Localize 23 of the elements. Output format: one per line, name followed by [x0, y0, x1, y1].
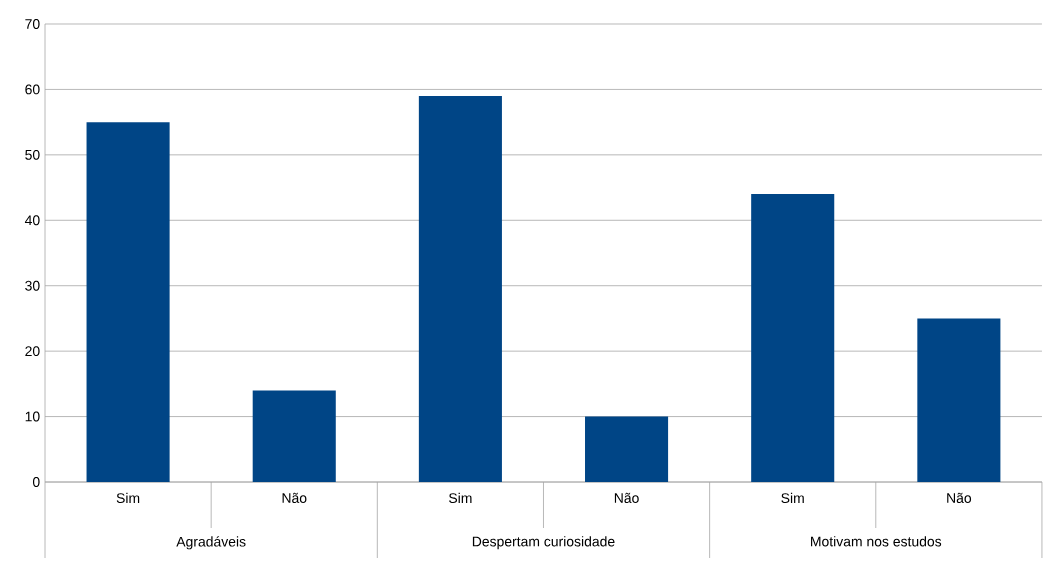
x-tick-label: Sim: [449, 492, 472, 504]
text: Agradáveis: [176, 536, 246, 550]
x-tick-label: Não: [282, 492, 307, 503]
y-tick-label: 50: [25, 149, 40, 160]
bar: [917, 318, 1001, 482]
bar: [252, 390, 336, 482]
text: Despertam curiosidade: [472, 536, 615, 550]
y-tick-label: 70: [25, 19, 40, 29]
y-tick-label: 10: [25, 411, 40, 422]
text: Motivam nos estudos: [811, 536, 942, 547]
x-tick-label: Sim: [116, 492, 140, 504]
bar: [86, 122, 170, 482]
bar: [751, 194, 835, 482]
y-tick-label: 30: [25, 280, 40, 291]
x-tick-label: Sim: [781, 492, 804, 504]
y-tick-label: 60: [25, 84, 40, 95]
bar: [418, 95, 502, 482]
x-tick-label: Não: [614, 492, 639, 503]
y-tick-label: 20: [25, 346, 40, 357]
bar: [585, 416, 669, 482]
y-tick-label: 0: [32, 477, 40, 487]
y-tick-label: 40: [24, 215, 40, 226]
x-tick-label: Não: [947, 492, 972, 503]
